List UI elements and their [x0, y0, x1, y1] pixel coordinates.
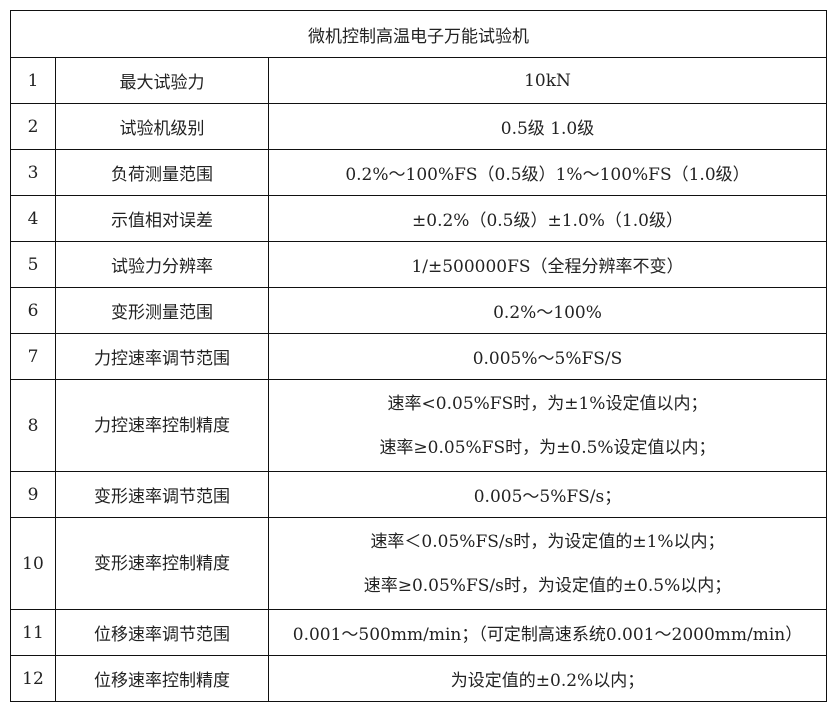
table-row: 5 试验力分辨率 1/±500000FS（全程分辨率不变） [10, 241, 827, 288]
value-line: 0.005%～5%FS/S [472, 349, 623, 369]
value-line: 速率≥0.05%FS时，为±0.5%设定值以内； [379, 437, 716, 458]
table-row: 1 最大试验力 10kN [10, 57, 827, 104]
parameter-value: 0.2%～100%FS（0.5级）1%～100%FS（1.0级） [268, 149, 827, 196]
parameter-name: 变形测量范围 [55, 287, 269, 334]
row-number: 6 [10, 287, 56, 334]
table-row: 3 负荷测量范围 0.2%～100%FS（0.5级）1%～100%FS（1.0级） [10, 149, 827, 196]
parameter-name: 位移速率控制精度 [55, 655, 269, 702]
parameter-value: 速率＜0.05%FS/s时，为设定值的±1%以内； 速率≥0.05%FS/s时，为… [268, 517, 827, 610]
table-row: 12 位移速率控制精度 为设定值的±0.2%以内； [10, 655, 827, 702]
parameter-name: 位移速率调节范围 [55, 609, 269, 656]
value-line: 10kN [524, 70, 571, 91]
spec-table: 微机控制高温电子万能试验机 1 最大试验力 10kN 2 试验机级别 0.5级 1.0级 3… [10, 10, 827, 702]
value-line: 0.001～500mm/min；（可定制高速系统0.001～2000mm/min… [292, 625, 803, 645]
row-number: 12 [10, 655, 56, 702]
value-line: 0.005～5%FS/s； [473, 487, 622, 507]
parameter-value: 1/±500000FS（全程分辨率不变） [268, 241, 827, 288]
table-row: 8 力控速率控制精度 速率<0.05%FS时，为±1%设定值以内； 速率≥0.05%F… [10, 379, 827, 472]
parameter-value: 0.005～5%FS/s； [268, 471, 827, 518]
table-row: 7 力控速率调节范围 0.005%～5%FS/S [10, 333, 827, 380]
row-number: 3 [10, 149, 56, 196]
parameter-name: 力控速率控制精度 [55, 379, 269, 472]
row-number: 10 [10, 517, 56, 610]
row-number: 11 [10, 609, 56, 656]
table-row: 9 变形速率调节范围 0.005～5%FS/s； [10, 471, 827, 518]
parameter-name: 力控速率调节范围 [55, 333, 269, 380]
parameter-value: ±0.2%（0.5级）±1.0%（1.0级） [268, 195, 827, 242]
row-number: 7 [10, 333, 56, 380]
parameter-name: 试验力分辨率 [55, 241, 269, 288]
table-row: 10 变形速率控制精度 速率＜0.05%FS/s时，为设定值的±1%以内； 速率≥0.… [10, 517, 827, 610]
parameter-value: 0.001～500mm/min；（可定制高速系统0.001～2000mm/min… [268, 609, 827, 656]
value-line: 1/±500000FS（全程分辨率不变） [411, 257, 684, 277]
value-line: 0.2%～100% [493, 303, 602, 323]
row-number: 2 [10, 103, 56, 150]
table-title-row: 微机控制高温电子万能试验机 [10, 10, 827, 58]
parameter-value: 10kN [268, 57, 827, 104]
parameter-value: 速率<0.05%FS时，为±1%设定值以内； 速率≥0.05%FS时，为±0.5%… [268, 379, 827, 472]
table-row: 2 试验机级别 0.5级 1.0级 [10, 103, 827, 150]
row-number: 4 [10, 195, 56, 242]
value-line: 速率≥0.05%FS/s时，为设定值的±0.5%以内； [363, 575, 732, 596]
parameter-name: 试验机级别 [55, 103, 269, 150]
value-line: 速率＜0.05%FS/s时，为设定值的±1%以内； [370, 531, 725, 552]
parameter-name: 变形速率控制精度 [55, 517, 269, 610]
parameter-name: 示值相对误差 [55, 195, 269, 242]
value-line: ±0.2%（0.5级）±1.0%（1.0级） [412, 211, 683, 231]
parameter-name: 最大试验力 [55, 57, 269, 104]
value-line: 为设定值的±0.2%以内； [450, 671, 645, 691]
row-number: 9 [10, 471, 56, 518]
row-number: 1 [10, 57, 56, 104]
parameter-value: 为设定值的±0.2%以内； [268, 655, 827, 702]
value-line: 0.5级 1.0级 [500, 119, 595, 139]
table-row: 11 位移速率调节范围 0.001～500mm/min；（可定制高速系统0.001～… [10, 609, 827, 656]
parameter-name: 变形速率调节范围 [55, 471, 269, 518]
value-line: 0.2%～100%FS（0.5级）1%～100%FS（1.0级） [345, 165, 750, 185]
parameter-value: 0.005%～5%FS/S [268, 333, 827, 380]
table-row: 6 变形测量范围 0.2%～100% [10, 287, 827, 334]
parameter-name: 负荷测量范围 [55, 149, 269, 196]
row-number: 8 [10, 379, 56, 472]
table-title: 微机控制高温电子万能试验机 [10, 10, 827, 58]
parameter-value: 0.2%～100% [268, 287, 827, 334]
row-number: 5 [10, 241, 56, 288]
table-row: 4 示值相对误差 ±0.2%（0.5级）±1.0%（1.0级） [10, 195, 827, 242]
value-line: 速率<0.05%FS时，为±1%设定值以内； [387, 393, 708, 414]
parameter-value: 0.5级 1.0级 [268, 103, 827, 150]
